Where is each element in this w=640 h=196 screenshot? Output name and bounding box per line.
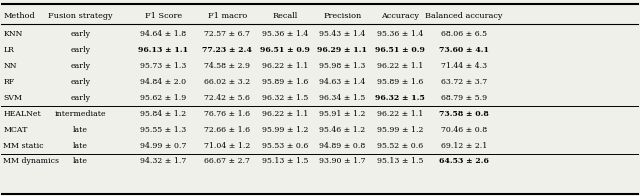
Text: HEALNet: HEALNet: [3, 110, 41, 118]
Text: 95.36 ± 1.4: 95.36 ± 1.4: [262, 30, 308, 38]
Text: 71.04 ± 1.2: 71.04 ± 1.2: [204, 142, 250, 150]
Text: 95.53 ± 0.6: 95.53 ± 0.6: [262, 142, 308, 150]
Text: 74.58 ± 2.9: 74.58 ± 2.9: [204, 62, 250, 70]
Text: Accuracy: Accuracy: [381, 12, 419, 20]
Text: 96.22 ± 1.1: 96.22 ± 1.1: [377, 62, 423, 70]
Text: 96.22 ± 1.1: 96.22 ± 1.1: [262, 110, 308, 118]
Text: NN: NN: [3, 62, 17, 70]
Text: 95.43 ± 1.4: 95.43 ± 1.4: [319, 30, 365, 38]
Text: Fusion strategy: Fusion strategy: [48, 12, 113, 20]
Text: 73.58 ± 0.8: 73.58 ± 0.8: [439, 110, 488, 118]
Text: 94.32 ± 1.7: 94.32 ± 1.7: [140, 157, 187, 165]
Text: 95.46 ± 1.2: 95.46 ± 1.2: [319, 126, 365, 133]
Text: 70.46 ± 0.8: 70.46 ± 0.8: [440, 126, 487, 133]
Text: 96.22 ± 1.1: 96.22 ± 1.1: [262, 62, 308, 70]
Text: 68.79 ± 5.9: 68.79 ± 5.9: [440, 94, 487, 102]
Text: F1 Score: F1 Score: [145, 12, 182, 20]
Text: 94.64 ± 1.8: 94.64 ± 1.8: [140, 30, 187, 38]
Text: MM dynamics: MM dynamics: [3, 157, 60, 165]
Text: 95.73 ± 1.3: 95.73 ± 1.3: [140, 62, 187, 70]
Text: MM static: MM static: [3, 142, 44, 150]
Text: 96.51 ± 0.9: 96.51 ± 0.9: [375, 46, 425, 54]
Text: 94.84 ± 2.0: 94.84 ± 2.0: [140, 78, 187, 86]
Text: 96.32 ± 1.5: 96.32 ± 1.5: [262, 94, 308, 102]
Text: early: early: [70, 46, 90, 54]
Text: 96.13 ± 1.1: 96.13 ± 1.1: [138, 46, 189, 54]
Text: 95.91 ± 1.2: 95.91 ± 1.2: [319, 110, 365, 118]
Text: early: early: [70, 78, 90, 86]
Text: RF: RF: [3, 78, 14, 86]
Text: Recall: Recall: [272, 12, 298, 20]
Text: 71.44 ± 4.3: 71.44 ± 4.3: [440, 62, 487, 70]
Text: 73.60 ± 4.1: 73.60 ± 4.1: [438, 46, 489, 54]
Text: 93.90 ± 1.7: 93.90 ± 1.7: [319, 157, 365, 165]
Text: 96.34 ± 1.5: 96.34 ± 1.5: [319, 94, 365, 102]
Text: 66.67 ± 2.7: 66.67 ± 2.7: [204, 157, 250, 165]
Text: late: late: [73, 126, 88, 133]
Text: 96.29 ± 1.1: 96.29 ± 1.1: [317, 46, 367, 54]
Text: early: early: [70, 62, 90, 70]
Text: 95.13 ± 1.5: 95.13 ± 1.5: [376, 157, 423, 165]
Text: LR: LR: [3, 46, 14, 54]
Text: early: early: [70, 30, 90, 38]
Text: 95.62 ± 1.9: 95.62 ± 1.9: [140, 94, 187, 102]
Text: Method: Method: [3, 12, 35, 20]
Text: late: late: [73, 142, 88, 150]
Text: 95.89 ± 1.6: 95.89 ± 1.6: [377, 78, 423, 86]
Text: 63.72 ± 3.7: 63.72 ± 3.7: [440, 78, 487, 86]
Text: 77.23 ± 2.4: 77.23 ± 2.4: [202, 46, 252, 54]
Text: 95.55 ± 1.3: 95.55 ± 1.3: [140, 126, 187, 133]
Text: 95.98 ± 1.3: 95.98 ± 1.3: [319, 62, 365, 70]
Text: MCAT: MCAT: [3, 126, 28, 133]
Text: 94.63 ± 1.4: 94.63 ± 1.4: [319, 78, 365, 86]
Text: late: late: [73, 157, 88, 165]
Text: 76.76 ± 1.6: 76.76 ± 1.6: [204, 110, 250, 118]
Text: 72.66 ± 1.6: 72.66 ± 1.6: [204, 126, 250, 133]
Text: SVM: SVM: [3, 94, 22, 102]
Text: 66.02 ± 3.2: 66.02 ± 3.2: [204, 78, 250, 86]
Text: intermediate: intermediate: [54, 110, 106, 118]
Text: 96.32 ± 1.5: 96.32 ± 1.5: [375, 94, 425, 102]
Text: Balanced accuracy: Balanced accuracy: [425, 12, 502, 20]
Text: KNN: KNN: [3, 30, 22, 38]
Text: 69.12 ± 2.1: 69.12 ± 2.1: [440, 142, 487, 150]
Text: Precision: Precision: [323, 12, 362, 20]
Text: 95.89 ± 1.6: 95.89 ± 1.6: [262, 78, 308, 86]
Text: 95.52 ± 0.6: 95.52 ± 0.6: [377, 142, 423, 150]
Text: 72.42 ± 5.6: 72.42 ± 5.6: [204, 94, 250, 102]
Text: 64.53 ± 2.6: 64.53 ± 2.6: [439, 157, 488, 165]
Text: 95.99 ± 1.2: 95.99 ± 1.2: [376, 126, 423, 133]
Text: 95.99 ± 1.2: 95.99 ± 1.2: [262, 126, 308, 133]
Text: 96.51 ± 0.9: 96.51 ± 0.9: [260, 46, 310, 54]
Text: F1 macro: F1 macro: [208, 12, 247, 20]
Text: 95.36 ± 1.4: 95.36 ± 1.4: [377, 30, 423, 38]
Text: 94.89 ± 0.8: 94.89 ± 0.8: [319, 142, 365, 150]
Text: 68.06 ± 6.5: 68.06 ± 6.5: [441, 30, 486, 38]
Text: 95.84 ± 1.2: 95.84 ± 1.2: [140, 110, 187, 118]
Text: 96.22 ± 1.1: 96.22 ± 1.1: [377, 110, 423, 118]
Text: early: early: [70, 94, 90, 102]
Text: 95.13 ± 1.5: 95.13 ± 1.5: [262, 157, 308, 165]
Text: 72.57 ± 6.7: 72.57 ± 6.7: [204, 30, 250, 38]
Text: 94.99 ± 0.7: 94.99 ± 0.7: [140, 142, 187, 150]
